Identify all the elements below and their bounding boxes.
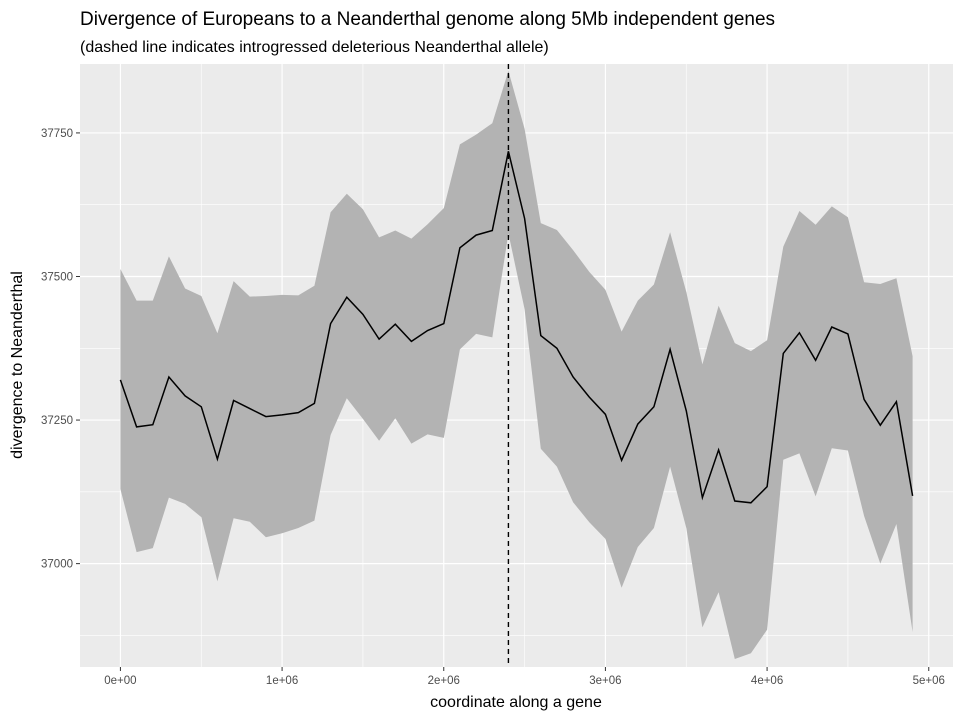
x-tick-label: 3e+06 — [589, 675, 621, 687]
x-tick-label: 1e+06 — [266, 675, 298, 687]
chart-title: Divergence of Europeans to a Neanderthal… — [80, 9, 775, 30]
y-axis-ticks: 37000 37250 37500 37750 — [41, 128, 80, 571]
x-tick-label: 4e+06 — [751, 675, 783, 687]
y-axis-title: divergence to Neanderthal — [9, 271, 26, 459]
y-tick-label: 37750 — [41, 128, 73, 140]
y-tick-label: 37000 — [41, 559, 73, 571]
y-tick-label: 37500 — [41, 271, 73, 283]
confidence-ribbon — [120, 70, 913, 659]
mean-divergence-line — [119, 151, 914, 504]
x-axis-title: coordinate along a gene — [430, 694, 602, 711]
x-tick-label: 2e+06 — [428, 675, 460, 687]
y-tick-label: 37250 — [41, 415, 73, 427]
x-axis-ticks: 0e+00 1e+06 2e+06 3e+06 4e+06 5e+06 — [104, 667, 945, 687]
x-tick-label: 0e+00 — [104, 675, 136, 687]
x-tick-label: 5e+06 — [913, 675, 945, 687]
chart-subtitle: (dashed line indicates introgressed dele… — [80, 39, 549, 56]
